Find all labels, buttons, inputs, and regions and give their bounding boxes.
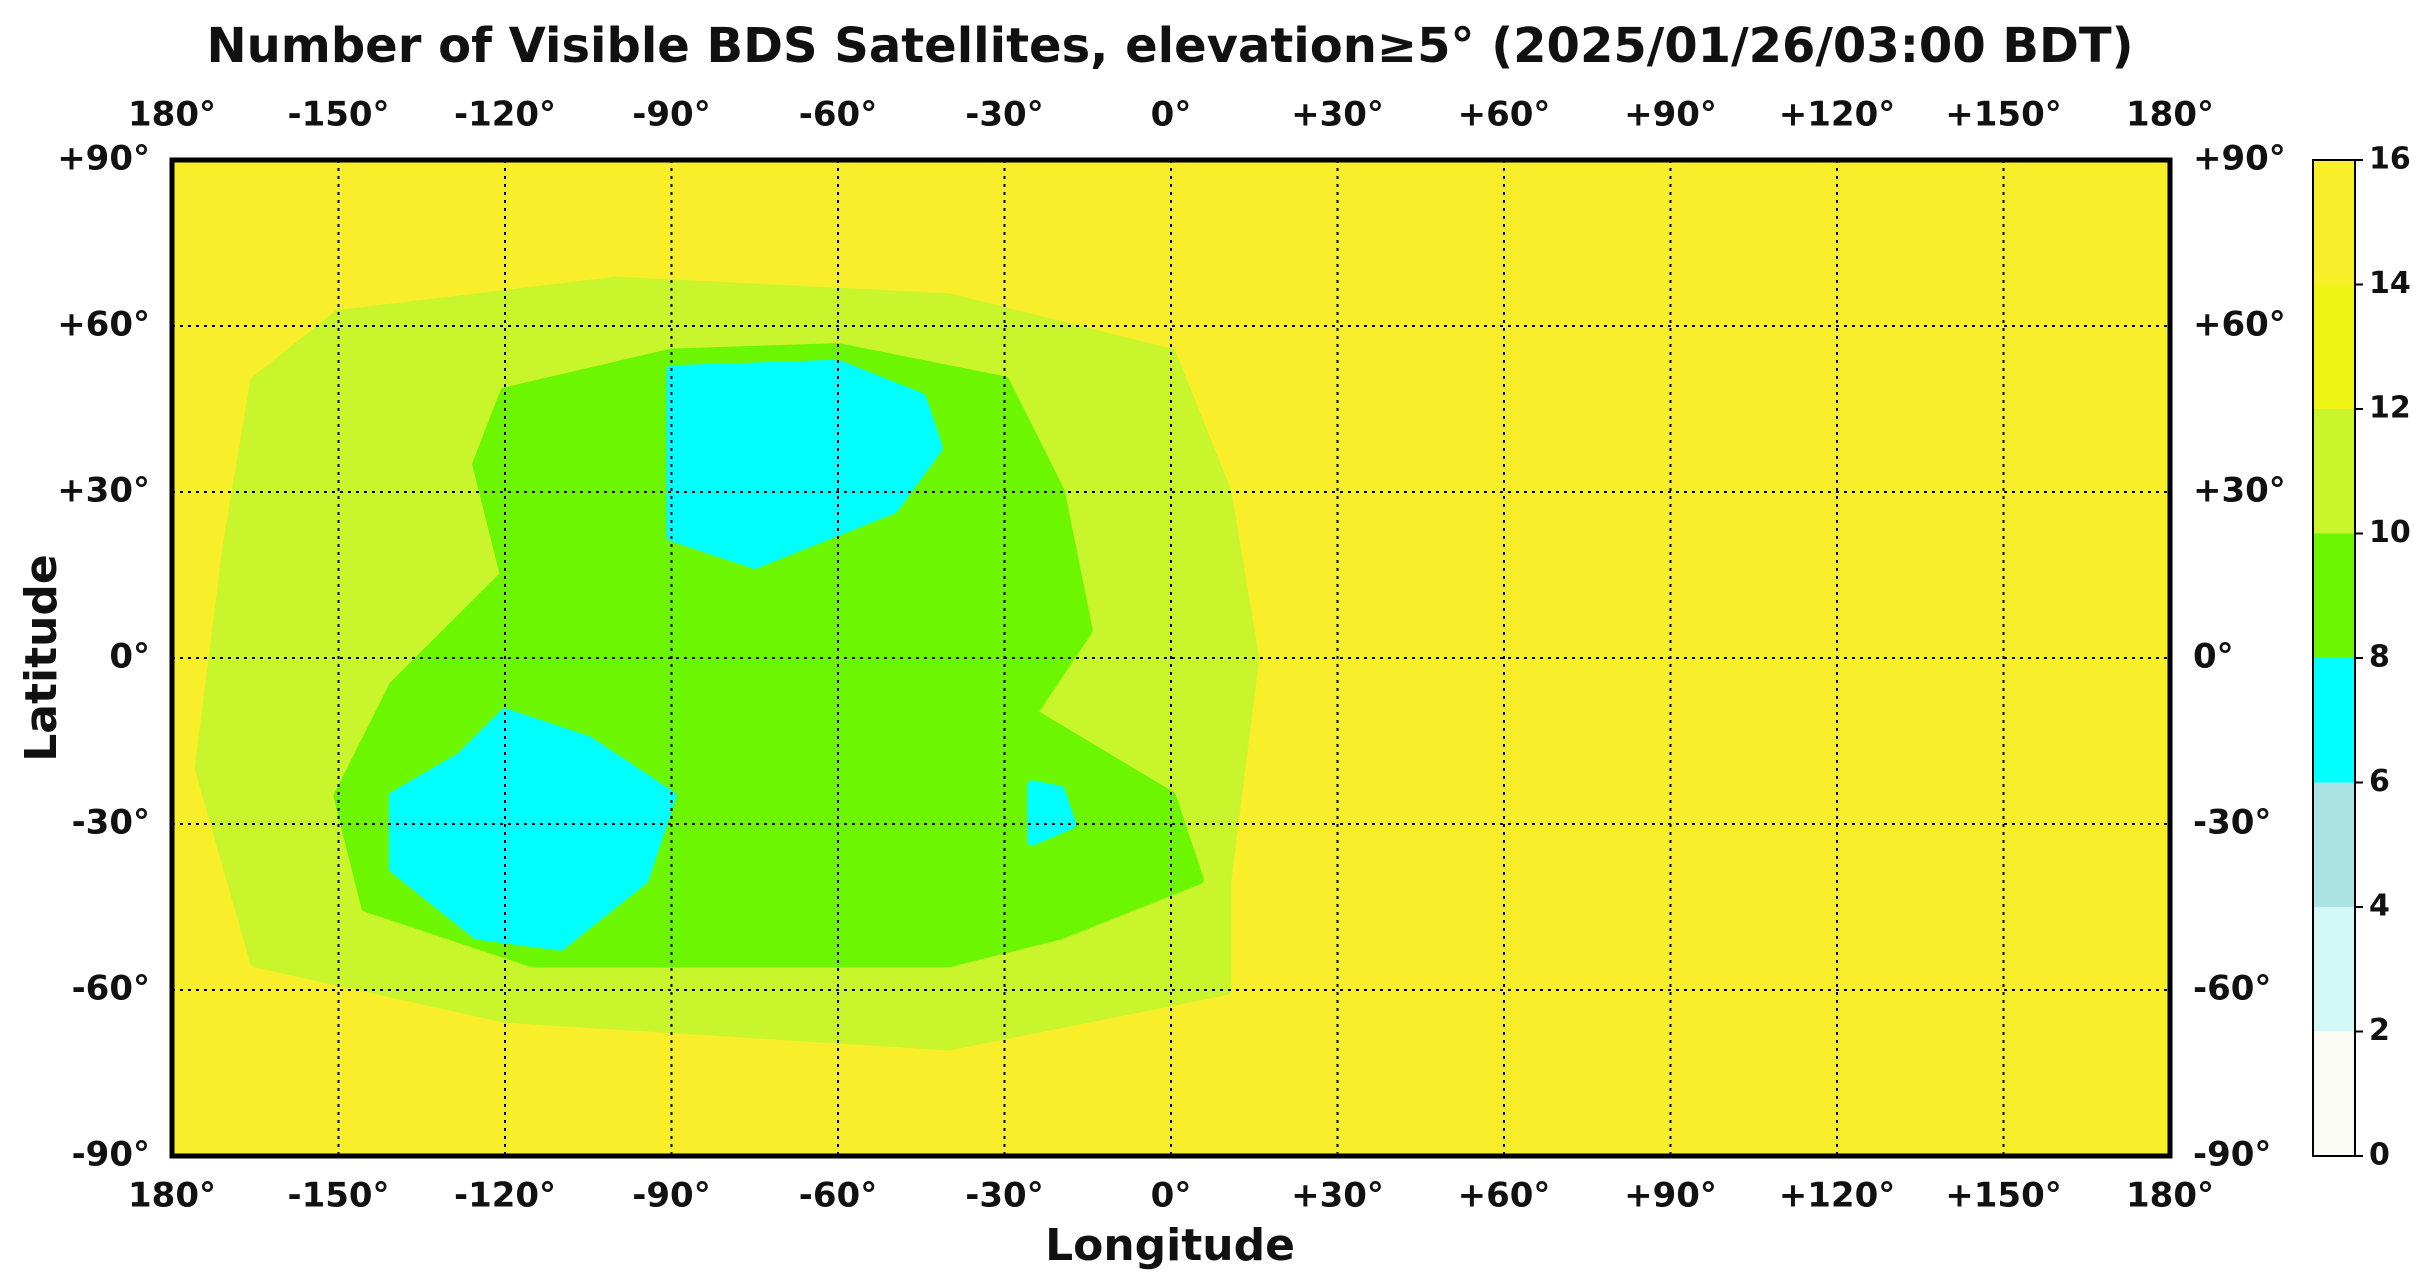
- x-tick-label-top: -30°: [965, 95, 1043, 135]
- x-tick-label-bottom: 0°: [1151, 1176, 1192, 1216]
- colorbar-segment: [2313, 1031, 2355, 1156]
- y-tick-label-right: -60°: [2193, 969, 2271, 1009]
- coverage-region: [389, 708, 677, 951]
- colorbar-tick-label: 14: [2369, 266, 2411, 301]
- coverage-region: [666, 359, 943, 569]
- y-tick-label-left: +90°: [57, 139, 150, 179]
- colorbar-tick-label: 6: [2369, 764, 2390, 799]
- x-tick-label-bottom: +90°: [1624, 1176, 1717, 1216]
- x-tick-label-top: -60°: [799, 95, 877, 135]
- y-tick-label-left: 0°: [109, 637, 150, 677]
- y-tick-label-left: -90°: [72, 1135, 150, 1175]
- colorbar: 0 2 4 6 8 10 12 14 16: [2312, 142, 2411, 1173]
- x-tick-label-bottom: +120°: [1779, 1176, 1895, 1216]
- x-tick-label-top: +60°: [1458, 95, 1551, 135]
- y-tick-label-left: +60°: [57, 305, 150, 345]
- coverage-region: [1027, 780, 1077, 846]
- colorbar-segment: [2313, 658, 2355, 783]
- map-frame: [169, 157, 2173, 1159]
- y-tick-label-right: -30°: [2193, 803, 2271, 843]
- ticks: 180° 180° -150° -150° -120° -120° -90° -90° -60°…: [57, 95, 2286, 1216]
- chart-title: Number of Visible BDS Satellites, elevat…: [206, 18, 2133, 74]
- x-tick-label-bottom: +150°: [1945, 1176, 2061, 1216]
- colorbar-tick-label: 4: [2369, 889, 2390, 924]
- y-tick-label-left: -30°: [72, 803, 150, 843]
- colorbar-tick-label: 0: [2369, 1138, 2390, 1173]
- x-tick-label-bottom: +60°: [1458, 1176, 1551, 1216]
- y-tick-label-right: +60°: [2193, 305, 2286, 345]
- y-tick-label-left: -60°: [72, 969, 150, 1009]
- x-tick-label-bottom: +30°: [1291, 1176, 1384, 1216]
- y-tick-label-right: +90°: [2193, 139, 2286, 179]
- x-tick-label-bottom: -150°: [287, 1176, 389, 1216]
- x-axis-label: Longitude: [1045, 1220, 1295, 1271]
- x-tick-label-top: 0°: [1151, 95, 1192, 135]
- x-tick-label-top: +150°: [1945, 95, 2061, 135]
- x-tick-label-top: +90°: [1624, 95, 1717, 135]
- colorbar-tick-label: 16: [2369, 142, 2411, 177]
- x-tick-label-bottom: -30°: [965, 1176, 1043, 1216]
- colorbar-segment: [2313, 533, 2355, 658]
- x-tick-label-top: 180°: [128, 95, 216, 135]
- colorbar-tick-label: 12: [2369, 391, 2411, 426]
- x-tick-label-bottom: -90°: [632, 1176, 710, 1216]
- x-tick-label-bottom: -60°: [799, 1176, 877, 1216]
- colorbar-segment: [2313, 782, 2355, 907]
- y-tick-label-right: -90°: [2193, 1135, 2271, 1175]
- x-tick-label-top: +30°: [1291, 95, 1384, 135]
- colorbar-segment: [2313, 907, 2355, 1032]
- x-tick-label-top: +120°: [1779, 95, 1895, 135]
- x-tick-label-top: -90°: [632, 95, 710, 135]
- y-tick-label-right: 0°: [2193, 637, 2234, 677]
- y-tick-label-left: +30°: [57, 471, 150, 511]
- x-tick-label-top: -120°: [454, 95, 556, 135]
- colorbar-tick-label: 8: [2369, 640, 2390, 675]
- x-tick-label-top: 180°: [2126, 95, 2214, 135]
- colorbar-segment: [2313, 409, 2355, 534]
- y-axis-label: Latitude: [16, 554, 67, 762]
- x-tick-label-bottom: 180°: [128, 1176, 216, 1216]
- x-tick-label-bottom: 180°: [2126, 1176, 2214, 1216]
- colorbar-tick-label: 10: [2369, 515, 2411, 550]
- y-tick-label-right: +30°: [2193, 471, 2286, 511]
- x-tick-label-top: -150°: [287, 95, 389, 135]
- x-tick-label-bottom: -120°: [454, 1176, 556, 1216]
- colorbar-segment: [2313, 284, 2355, 409]
- colorbar-segment: [2313, 160, 2355, 285]
- colorbar-tick-label: 2: [2369, 1013, 2390, 1048]
